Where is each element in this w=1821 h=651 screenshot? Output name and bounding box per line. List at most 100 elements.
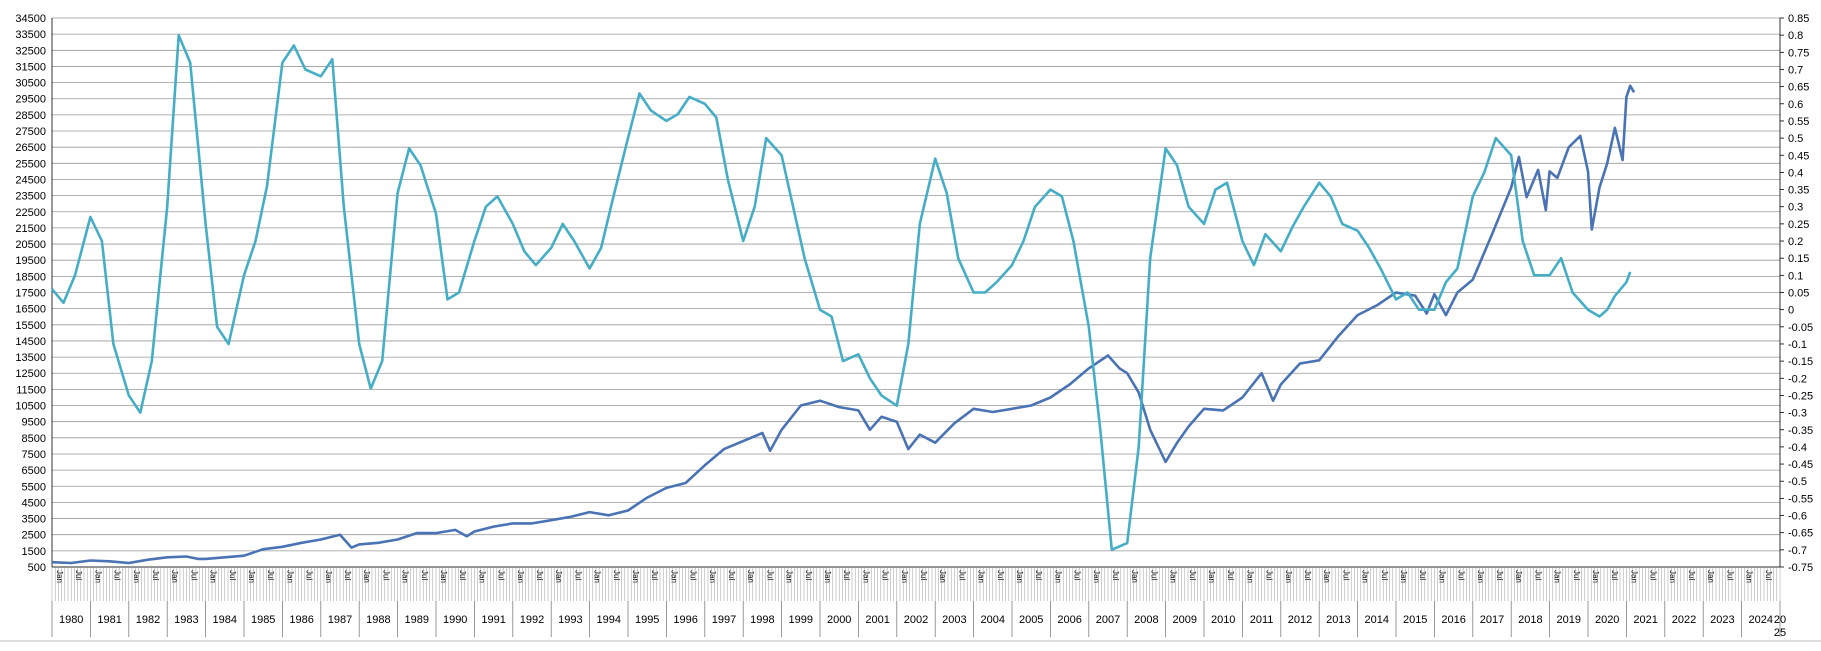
y-left-tick-label: 11500: [16, 384, 46, 396]
y-left-tick-label: 3500: [22, 514, 46, 526]
month-tick-label: Jan: [132, 570, 141, 583]
month-tick-label: Jul: [305, 570, 314, 580]
year-label: 1983: [174, 614, 198, 626]
year-label: 1995: [635, 614, 659, 626]
year-label: 2024: [1749, 614, 1773, 626]
month-tick-label: Jan: [785, 570, 794, 583]
month-tick-label: Jul: [420, 570, 429, 580]
month-tick-label: Jan: [247, 570, 256, 583]
year-label: 1984: [213, 614, 237, 626]
y-left-tick-label: 30500: [15, 78, 46, 90]
month-tick-label: Jul: [497, 570, 506, 580]
year-label: 1988: [366, 614, 390, 626]
y-left-tick-label: 13500: [15, 352, 46, 364]
year-label: 1985: [251, 614, 275, 626]
y-left-tick-label: 34500: [15, 13, 46, 25]
y-left-tick-label: 19500: [15, 255, 46, 267]
year-label: 1987: [328, 614, 352, 626]
y-right-tick-label: -0.45: [1788, 459, 1813, 471]
year-label: 2020: [1595, 614, 1619, 626]
month-tick-label: Jul: [151, 570, 160, 580]
y-right-tick-label: -0.1: [1788, 339, 1807, 351]
month-tick-label: Jul: [765, 570, 774, 580]
month-tick-label: Jan: [1053, 570, 1062, 583]
month-tick-label: Jan: [554, 570, 563, 583]
year-label: 2008: [1134, 614, 1158, 626]
year-label: 2003: [942, 614, 966, 626]
month-tick-label: Jul: [804, 570, 813, 580]
month-tick-label: Jan: [1361, 570, 1370, 583]
y-right-tick-label: -0.7: [1788, 545, 1807, 557]
month-tick-label: Jul: [1610, 570, 1619, 580]
year-label: 1998: [750, 614, 774, 626]
year-label: 2006: [1057, 614, 1081, 626]
year-label: 1993: [558, 614, 582, 626]
month-tick-label: Jan: [1207, 570, 1216, 583]
month-tick-label: Jan: [1284, 570, 1293, 583]
year-label: 2007: [1096, 614, 1120, 626]
y-left-tick-label: 17500: [15, 288, 46, 300]
month-tick-label: Jan: [1092, 570, 1101, 583]
y-right-tick-label: -0.55: [1788, 493, 1813, 505]
month-tick-label: Jul: [650, 570, 659, 580]
y-left-tick-label: 2500: [22, 530, 46, 542]
year-label: 2016: [1441, 614, 1465, 626]
month-tick-label: Jan: [823, 570, 832, 583]
y-left-tick-label: 10500: [15, 401, 46, 413]
y-left-tick-label: 20500: [15, 239, 46, 251]
month-tick-label: Jul: [996, 570, 1005, 580]
year-label: 1991: [481, 614, 505, 626]
month-tick-label: Jul: [1649, 570, 1658, 580]
y-right-tick-label: 0.4: [1788, 167, 1803, 179]
series-lines: [51, 33, 1636, 565]
y-left-tick-label: 31500: [15, 61, 46, 73]
month-tick-label: Jan: [401, 570, 410, 583]
month-tick-label: Jan: [209, 570, 218, 583]
month-tick-label: Jan: [1514, 570, 1523, 583]
month-tick-label: Jul: [727, 570, 736, 580]
year-label: 2010: [1211, 614, 1235, 626]
year-label: 1999: [789, 614, 813, 626]
y-right-tick-label: -0.4: [1788, 442, 1807, 454]
year-label: 1996: [673, 614, 697, 626]
month-tick-label: Jul: [1303, 570, 1312, 580]
y-left-tick-label: 4500: [22, 497, 46, 509]
y-left-tick-label: 15500: [15, 320, 46, 332]
month-tick-label: Jul: [957, 570, 966, 580]
month-tick-label: Jan: [900, 570, 909, 583]
month-tick-label: Jul: [842, 570, 851, 580]
month-tick-label: Jul: [1687, 570, 1696, 580]
y-right-tick-label: -0.2: [1788, 373, 1807, 385]
x-axis: Jan Jul Jan Jul Jan Jul Jan Jul Jan Jul Jan Jul Jan J…: [0, 566, 1821, 642]
month-tick-label: Jan: [938, 570, 947, 583]
month-tick-label: Jan: [324, 570, 333, 583]
month-tick-label: Jan: [439, 570, 448, 583]
year-label: 2011: [1250, 614, 1274, 626]
month-tick-label: Jan: [1745, 570, 1754, 583]
year-label: 2004: [981, 614, 1005, 626]
month-tick-label: Jan: [1399, 570, 1408, 583]
y-left-tick-label: 26500: [15, 142, 46, 154]
year-label: 1990: [443, 614, 467, 626]
year-label: 1982: [136, 614, 160, 626]
month-tick-label: Jan: [55, 570, 64, 583]
month-tick-label: Jan: [362, 570, 371, 583]
y-left-tick-label: 29500: [15, 94, 46, 106]
year-label: 2019: [1557, 614, 1581, 626]
month-tick-label: Jan: [170, 570, 179, 583]
month-tick-label: Jul: [189, 570, 198, 580]
y-right-tick-label: 0: [1788, 305, 1794, 317]
month-tick-label: Jul: [343, 570, 352, 580]
month-tick-label: Jan: [861, 570, 870, 583]
y-right-tick-label: 0.7: [1788, 64, 1803, 76]
year-label: 2018: [1518, 614, 1542, 626]
y-left-tick-label: 21500: [15, 223, 46, 235]
month-tick-label: Jul: [458, 570, 467, 580]
y-left-tick-label: 32500: [15, 45, 46, 57]
y-right-tick-label: 0.15: [1788, 253, 1809, 265]
month-tick-label: Jan: [477, 570, 486, 583]
month-tick-label: Jul: [1341, 570, 1350, 580]
y-left-tick-label: 25500: [15, 158, 46, 170]
month-tick-label: Jul: [266, 570, 275, 580]
y-right-tick-label: 0.45: [1788, 150, 1809, 162]
